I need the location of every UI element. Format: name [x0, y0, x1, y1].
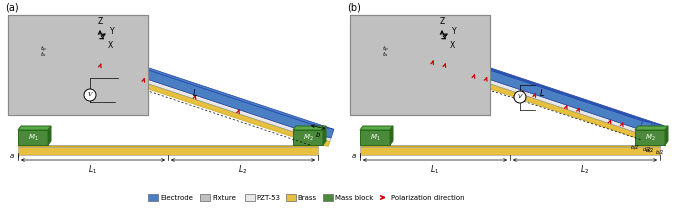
Polygon shape [53, 49, 311, 137]
Polygon shape [323, 126, 326, 145]
Polygon shape [18, 145, 318, 147]
Polygon shape [286, 194, 296, 201]
Text: V: V [88, 92, 92, 97]
Polygon shape [55, 40, 314, 134]
Text: V: V [518, 94, 522, 100]
Text: $a$: $a$ [9, 152, 15, 160]
Text: $d/2$: $d/2$ [645, 146, 655, 154]
Text: $t_p$: $t_p$ [40, 45, 47, 55]
Polygon shape [55, 49, 331, 138]
Polygon shape [360, 145, 660, 147]
Text: $b/2$: $b/2$ [630, 143, 640, 151]
Polygon shape [652, 124, 664, 134]
Polygon shape [18, 145, 318, 155]
Text: Z: Z [97, 17, 103, 26]
Text: Y: Y [110, 28, 114, 37]
Polygon shape [311, 125, 334, 138]
Text: $M_1$: $M_1$ [27, 132, 38, 143]
Polygon shape [397, 40, 643, 129]
Polygon shape [635, 126, 668, 130]
Polygon shape [412, 43, 664, 126]
Text: Fixture: Fixture [212, 194, 236, 201]
Polygon shape [390, 126, 393, 145]
Text: $L_2$: $L_2$ [238, 163, 247, 176]
Text: $M_2$: $M_2$ [303, 132, 313, 143]
Text: Z: Z [439, 17, 445, 26]
Text: $a$: $a$ [351, 152, 357, 160]
Text: $L_2$: $L_2$ [580, 163, 590, 176]
Polygon shape [651, 132, 661, 138]
Polygon shape [637, 133, 648, 140]
Polygon shape [8, 15, 148, 115]
Text: Brass: Brass [297, 194, 316, 201]
Polygon shape [360, 145, 660, 155]
Polygon shape [58, 40, 334, 129]
Polygon shape [293, 130, 323, 145]
Text: X: X [108, 42, 113, 50]
Polygon shape [323, 194, 333, 201]
Text: $d/2$: $d/2$ [643, 145, 652, 153]
Polygon shape [640, 121, 652, 131]
Text: $L$: $L$ [192, 87, 198, 97]
Polygon shape [665, 126, 668, 145]
Polygon shape [200, 194, 210, 201]
Text: $L_1$: $L_1$ [88, 163, 97, 176]
Polygon shape [310, 134, 331, 142]
Circle shape [84, 89, 96, 101]
Text: Electrode: Electrode [160, 194, 193, 201]
Polygon shape [308, 137, 329, 146]
Polygon shape [638, 129, 649, 135]
Text: $L$: $L$ [539, 87, 545, 97]
Polygon shape [52, 52, 310, 142]
Polygon shape [8, 15, 148, 115]
Text: $M_1$: $M_1$ [370, 132, 380, 143]
Polygon shape [395, 52, 648, 135]
Text: $L_1$: $L_1$ [430, 163, 440, 176]
Polygon shape [409, 51, 661, 134]
Polygon shape [409, 43, 655, 132]
Polygon shape [350, 15, 490, 115]
Circle shape [514, 91, 526, 103]
Polygon shape [649, 136, 660, 143]
Polygon shape [350, 15, 490, 115]
Text: (a): (a) [5, 2, 18, 12]
Polygon shape [406, 55, 651, 141]
Text: $t_s$: $t_s$ [382, 51, 389, 59]
Polygon shape [360, 130, 390, 145]
Polygon shape [408, 55, 660, 138]
Text: Mass block: Mass block [334, 194, 373, 201]
Polygon shape [18, 126, 51, 130]
Text: PZT-53: PZT-53 [257, 194, 281, 201]
Polygon shape [18, 130, 48, 145]
Text: $t_s$: $t_s$ [40, 51, 47, 59]
Text: $M_2$: $M_2$ [645, 132, 656, 143]
Polygon shape [635, 130, 665, 145]
Text: Polarization direction: Polarization direction [390, 194, 464, 201]
Polygon shape [394, 52, 638, 138]
Polygon shape [360, 126, 393, 130]
Text: $t_p$: $t_p$ [382, 45, 389, 55]
Polygon shape [148, 194, 158, 201]
Text: (b): (b) [347, 2, 361, 12]
Text: Y: Y [451, 28, 456, 37]
Text: X: X [450, 42, 456, 50]
Text: $b$: $b$ [315, 130, 321, 139]
Polygon shape [293, 126, 326, 130]
Polygon shape [48, 126, 51, 145]
Polygon shape [408, 51, 652, 136]
Polygon shape [245, 194, 255, 201]
Polygon shape [397, 49, 649, 131]
Text: $b/2$: $b/2$ [655, 148, 664, 156]
Polygon shape [53, 52, 329, 142]
Polygon shape [395, 49, 640, 133]
Polygon shape [399, 40, 652, 123]
